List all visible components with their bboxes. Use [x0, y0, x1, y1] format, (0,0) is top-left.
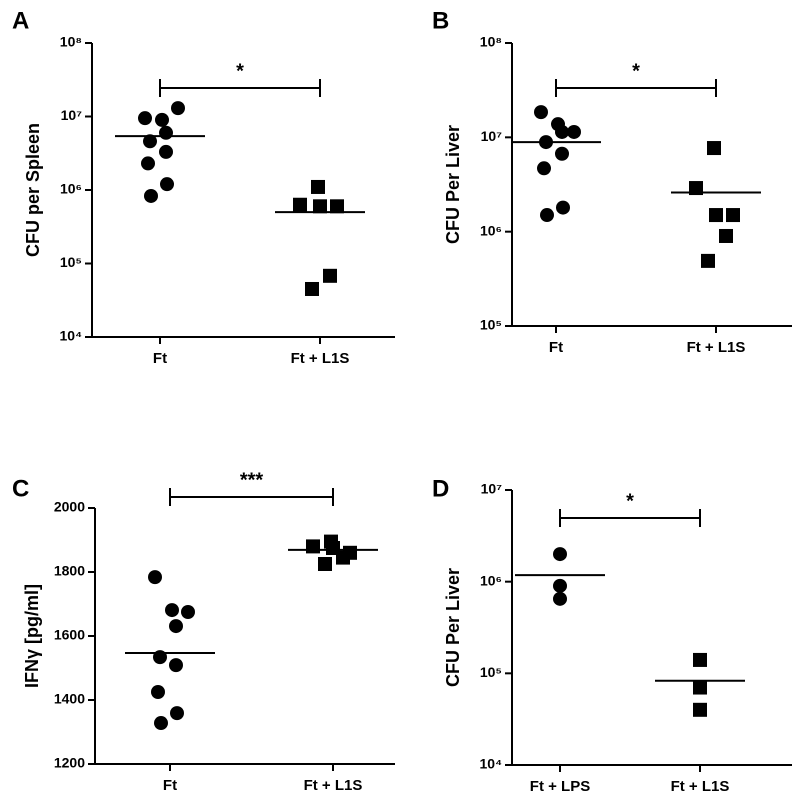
point: [171, 101, 185, 116]
point: [534, 105, 548, 120]
point: [567, 124, 581, 139]
x-tick-label: Ft + L1S: [304, 777, 363, 794]
significance: *: [236, 60, 244, 82]
y-tick-label: 10⁵: [480, 317, 502, 333]
y-tick-label: 10⁷: [481, 481, 503, 497]
y-tick-label: 10⁵: [60, 254, 82, 270]
point: [553, 578, 567, 593]
point: [169, 619, 183, 634]
y-tick-label: 10⁶: [480, 572, 502, 588]
point: [306, 539, 320, 554]
x-tick-label: Ft + L1S: [671, 778, 730, 795]
point: [141, 156, 155, 171]
point: [323, 268, 337, 283]
point: [693, 702, 707, 717]
y-axis-label: CFU Per Liver: [443, 125, 463, 244]
point: [313, 199, 327, 214]
point: [701, 253, 715, 268]
point: [144, 188, 158, 203]
point: [555, 124, 569, 139]
point: [709, 208, 723, 223]
y-tick-label: 10⁴: [480, 756, 503, 772]
point: [555, 146, 569, 161]
y-tick-label: 10⁵: [480, 664, 502, 680]
point: [155, 112, 169, 127]
point: [138, 111, 152, 126]
x-tick-label: Ft: [153, 350, 167, 367]
point: [707, 141, 721, 156]
point: [537, 161, 551, 176]
point: [148, 570, 162, 585]
point: [159, 125, 173, 140]
y-tick-label: 10⁷: [61, 107, 83, 123]
panel-label: B: [432, 7, 449, 34]
y-axis-label: CFU Per Liver: [443, 568, 463, 687]
panel-label: A: [12, 7, 29, 34]
point: [693, 652, 707, 667]
point: [165, 603, 179, 618]
point: [160, 177, 174, 192]
significance: ***: [240, 469, 264, 491]
point: [726, 208, 740, 223]
x-tick-label: Ft + LPS: [530, 778, 590, 795]
y-tick-label: 10⁶: [480, 222, 502, 238]
x-tick-label: Ft + L1S: [687, 339, 746, 356]
y-tick-label: 1800: [54, 563, 85, 579]
point: [305, 281, 319, 296]
point: [154, 716, 168, 731]
y-tick-label: 1600: [54, 627, 85, 643]
point: [293, 197, 307, 212]
point: [693, 680, 707, 695]
point: [553, 591, 567, 606]
y-tick-label: 1400: [54, 691, 85, 707]
y-tick-label: 10⁸: [60, 34, 82, 50]
point: [311, 179, 325, 194]
significance: *: [626, 490, 634, 512]
y-tick-label: 10⁶: [60, 181, 82, 197]
point: [553, 547, 567, 562]
y-tick-label: 10⁸: [480, 34, 502, 50]
y-tick-label: 2000: [54, 499, 85, 515]
x-tick-label: Ft: [549, 339, 563, 356]
y-tick-label: 1200: [54, 755, 85, 771]
panel-label: C: [12, 475, 29, 502]
panel-label: D: [432, 475, 449, 502]
point: [540, 208, 554, 223]
point: [330, 199, 344, 214]
significance: *: [632, 60, 640, 82]
y-tick-label: 10⁴: [60, 328, 83, 344]
point: [143, 134, 157, 149]
y-axis-label: IFNγ [pg/ml]: [22, 584, 42, 688]
point: [151, 685, 165, 699]
x-tick-label: Ft + L1S: [291, 350, 350, 367]
point: [318, 557, 332, 571]
point: [169, 658, 183, 673]
y-axis-label: CFU per Spleen: [23, 123, 43, 257]
point: [170, 706, 184, 721]
point: [336, 550, 350, 565]
point: [159, 144, 173, 159]
point: [719, 228, 733, 243]
point: [556, 200, 570, 215]
x-tick-label: Ft: [163, 777, 177, 794]
point: [181, 605, 195, 619]
y-tick-label: 10⁷: [481, 128, 503, 144]
